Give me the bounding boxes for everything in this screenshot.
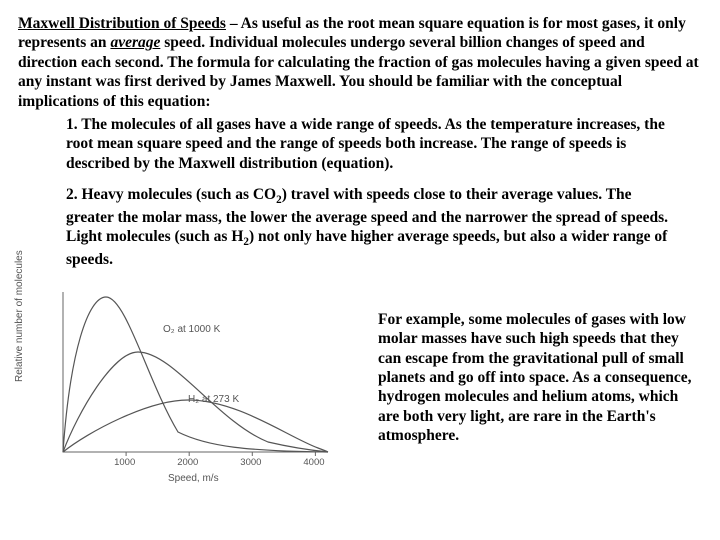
y-axis-label: Relative number of molecules xyxy=(14,250,27,382)
curve-label: O₂ at 1000 K xyxy=(163,324,220,337)
lower-row: Relative number of molecules Speed, m/s … xyxy=(18,282,702,482)
x-tick: 3000 xyxy=(240,457,261,469)
example-paragraph: For example, some molecules of gases wit… xyxy=(348,282,702,482)
intro-average: average xyxy=(110,34,160,51)
curve-label: H₂ at 273 K xyxy=(188,394,239,407)
x-tick: 2000 xyxy=(177,457,198,469)
p2-a: 2. Heavy molecules (such as CO xyxy=(66,186,276,203)
x-tick: 4000 xyxy=(303,457,324,469)
point-1: 1. The molecules of all gases have a wid… xyxy=(66,115,682,173)
x-axis-label: Speed, m/s xyxy=(168,473,219,486)
maxwell-chart: Relative number of molecules Speed, m/s … xyxy=(18,282,348,482)
x-tick: 1000 xyxy=(114,457,135,469)
point-2: 2. Heavy molecules (such as CO2) travel … xyxy=(66,185,682,270)
section-title: Maxwell Distribution of Speeds xyxy=(18,15,226,32)
intro-paragraph: Maxwell Distribution of Speeds – As usef… xyxy=(18,14,702,111)
sep: – xyxy=(226,15,241,32)
